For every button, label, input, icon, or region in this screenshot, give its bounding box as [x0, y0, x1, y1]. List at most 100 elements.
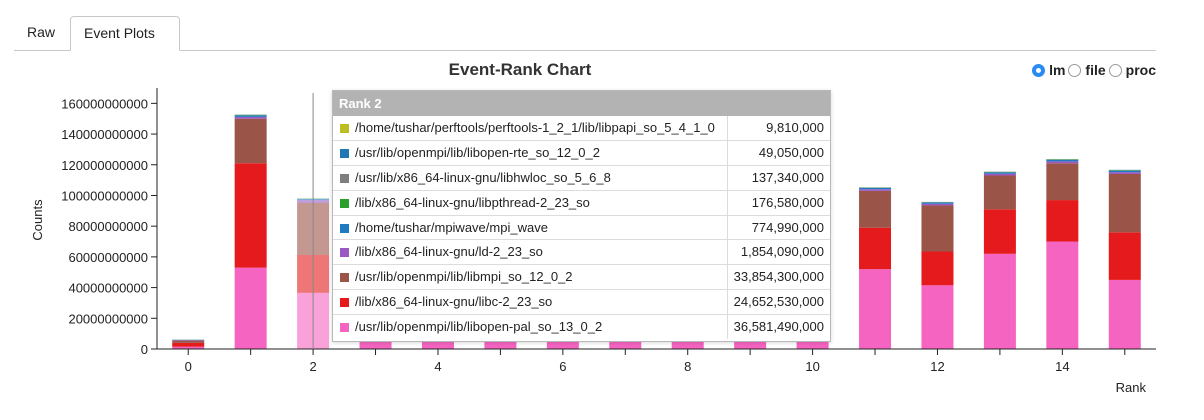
radio-lm-icon[interactable]	[1032, 63, 1046, 77]
y-tick-label: 160000000000	[61, 96, 148, 111]
y-tick-label: 140000000000	[61, 127, 148, 142]
bar-segment[interactable]	[234, 267, 267, 349]
bar-segment[interactable]	[172, 342, 205, 347]
legend-swatch-icon	[340, 198, 349, 208]
bar-segment[interactable]	[921, 251, 954, 286]
bar-segment[interactable]	[234, 118, 267, 164]
tooltip-row-name: /lib/x86_64-linux-gnu/libpthread-2_23_so	[355, 194, 590, 210]
y-tick-label: 40000000000	[68, 281, 148, 296]
tooltip-row-name: /usr/lib/openmpi/lib/libopen-pal_so_13_0…	[355, 319, 603, 335]
y-axis-label: Counts	[30, 199, 45, 241]
bar-segment[interactable]	[234, 163, 267, 268]
bar-segment[interactable]	[859, 227, 892, 270]
x-tick-label: 10	[805, 359, 819, 374]
tooltip-row: /lib/x86_64-linux-gnu/libpthread-2_23_so…	[333, 190, 830, 216]
bar-segment[interactable]	[983, 175, 1016, 210]
x-tick-label: 12	[930, 359, 944, 374]
mode-option-file[interactable]: file	[1068, 62, 1106, 78]
bar-segment[interactable]	[921, 203, 954, 206]
tooltip-row-name: /home/tushar/mpiwave/mpi_wave	[355, 219, 548, 235]
x-axis-label: Rank	[1116, 380, 1147, 395]
tooltip-row-name: /usr/lib/openmpi/lib/libopen-rte_so_12_0…	[355, 144, 600, 160]
tooltip-row: /usr/lib/openmpi/lib/libopen-pal_so_13_0…	[333, 315, 830, 340]
legend-swatch-icon	[340, 273, 349, 283]
x-tick-label: 6	[559, 359, 566, 374]
bar-segment[interactable]	[1108, 173, 1141, 233]
tooltip-row-name: /usr/lib/x86_64-linux-gnu/libhwloc_so_5_…	[355, 169, 611, 185]
x-tick-label: 2	[309, 359, 316, 374]
tooltip-row: /home/tushar/perftools/perftools-1_2_1/l…	[333, 116, 830, 141]
tooltip-row-value: 176,580,000	[727, 190, 824, 215]
tooltip-row: /usr/lib/x86_64-linux-gnu/libhwloc_so_5_…	[333, 165, 830, 191]
tab-event-plots[interactable]: Event Plots	[70, 16, 180, 51]
bar-segment[interactable]	[1046, 200, 1079, 242]
bar-segment[interactable]	[859, 187, 892, 190]
tooltip-row: /usr/lib/openmpi/lib/libmpi_so_12_0_2 33,…	[333, 265, 830, 291]
bar-segment[interactable]	[1046, 241, 1079, 349]
bar-segment[interactable]	[1046, 159, 1079, 162]
tooltip-title: Rank 2	[333, 91, 830, 116]
tab-raw[interactable]: Raw	[27, 24, 56, 40]
bar-segment[interactable]	[921, 285, 954, 349]
mode-option-lm[interactable]: lm	[1032, 62, 1065, 78]
bar-segment[interactable]	[983, 173, 1016, 176]
tooltip-row-value: 49,050,000	[727, 140, 824, 165]
radio-file-icon[interactable]	[1068, 63, 1082, 77]
bar-segment[interactable]	[234, 115, 267, 117]
tooltip-row-value: 137,340,000	[727, 165, 824, 190]
legend-swatch-icon	[340, 323, 349, 333]
bar-segment[interactable]	[859, 189, 892, 191]
tooltip-row-name: /usr/lib/openmpi/lib/libmpi_so_12_0_2	[355, 269, 573, 285]
bar-segment[interactable]	[1108, 279, 1141, 349]
rank-tooltip: Rank 2 /home/tushar/perftools/perftools-…	[332, 90, 831, 342]
bar-segment[interactable]	[1108, 172, 1141, 174]
tooltip-row-name: /lib/x86_64-linux-gnu/libc-2_23_so	[355, 294, 553, 310]
bar-segment[interactable]	[859, 190, 892, 228]
legend-swatch-icon	[340, 223, 349, 233]
bar-segment[interactable]	[1108, 170, 1141, 173]
bar-segment[interactable]	[983, 172, 1016, 174]
tooltip-row: /home/tushar/mpiwave/mpi_wave 774,990,000	[333, 215, 830, 241]
legend-swatch-icon	[340, 148, 349, 158]
bar-segment[interactable]	[172, 340, 205, 343]
y-tick-label: 80000000000	[68, 219, 148, 234]
bar-segment[interactable]	[172, 346, 205, 349]
bar-segment[interactable]	[1046, 161, 1079, 164]
bar-segment[interactable]	[859, 269, 892, 349]
bar-segment[interactable]	[983, 253, 1016, 349]
tooltip-row-name: /lib/x86_64-linux-gnu/ld-2_23_so	[355, 244, 543, 260]
tooltip-row-value: 774,990,000	[727, 215, 824, 240]
legend-swatch-icon	[340, 298, 349, 308]
x-tick-label: 14	[1055, 359, 1069, 374]
bar-segment[interactable]	[1046, 163, 1079, 201]
mode-label-proc: proc	[1125, 62, 1156, 78]
tooltip-row: /lib/x86_64-linux-gnu/ld-2_23_so 1,854,09…	[333, 240, 830, 266]
chart-title: Event-Rank Chart	[448, 60, 592, 79]
bar-segment[interactable]	[921, 202, 954, 204]
bar-segment[interactable]	[983, 209, 1016, 254]
bar-segment[interactable]	[921, 205, 954, 252]
y-tick-label: 100000000000	[61, 188, 148, 203]
tab-bar: Raw Event Plots	[14, 16, 1156, 51]
mode-option-proc[interactable]: proc	[1108, 62, 1156, 78]
radio-proc-icon[interactable]	[1108, 63, 1122, 77]
x-tick-label: 8	[684, 359, 691, 374]
mode-label-file: file	[1085, 62, 1106, 78]
legend-swatch-icon	[340, 124, 349, 133]
bar-segment[interactable]	[234, 116, 267, 119]
y-tick-label: 20000000000	[68, 311, 148, 326]
tooltip-row-value: 33,854,300,000	[727, 265, 824, 290]
y-tick-label: 60000000000	[68, 250, 148, 265]
tooltip-rows: /home/tushar/perftools/perftools-1_2_1/l…	[333, 116, 830, 340]
mode-selector: lm file proc	[1029, 62, 1156, 78]
tooltip-row-value: 24,652,530,000	[727, 290, 824, 315]
legend-swatch-icon	[340, 173, 349, 183]
tooltip-row-value: 36,581,490,000	[727, 315, 824, 340]
mode-label-lm: lm	[1049, 62, 1066, 78]
tooltip-row: /usr/lib/openmpi/lib/libopen-rte_so_12_0…	[333, 140, 830, 166]
bar-segment[interactable]	[1108, 232, 1141, 280]
tooltip-row-value: 9,810,000	[727, 116, 824, 140]
axes: 0 20000000000 40000000000 60000000000 800000…	[61, 88, 1156, 374]
tooltip-row: /lib/x86_64-linux-gnu/libc-2_23_so 24,652…	[333, 290, 830, 316]
legend-swatch-icon	[340, 248, 349, 258]
